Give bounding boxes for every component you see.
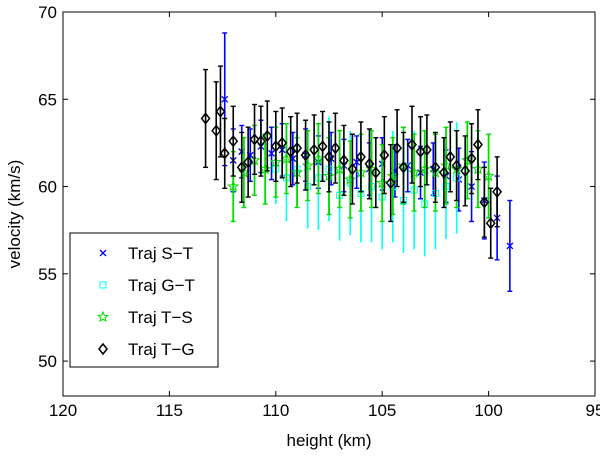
data-point: [460, 164, 471, 178]
axes-layer: 120 115 110 105 100 95 50 55 60 65 70: [38, 3, 600, 420]
data-point: [472, 138, 483, 151]
legend-label: Traj G−T: [128, 276, 195, 295]
data-point: [268, 149, 276, 157]
data-point: [344, 173, 357, 185]
data-point: [445, 150, 456, 164]
data-point: [492, 185, 503, 198]
legend-label: Traj S−T: [128, 244, 193, 263]
data-point: [249, 133, 260, 146]
data-point: [392, 141, 403, 155]
data-point: [227, 180, 240, 192]
data-point: [292, 141, 303, 155]
data-point: [211, 124, 222, 137]
data-point: [385, 176, 396, 190]
data-point: [309, 143, 320, 157]
data-point: [338, 154, 349, 167]
legend-box: [69, 232, 219, 368]
data-point: [301, 159, 314, 171]
x-tick-label: 110: [262, 401, 289, 420]
data-point: [364, 157, 375, 171]
data-point: [421, 143, 432, 157]
data-point: [376, 176, 389, 189]
x-tick-label: 115: [156, 401, 183, 420]
data-point: [219, 147, 230, 160]
y-tick-label: 70: [38, 3, 57, 22]
series-diamond: [200, 65, 503, 259]
legend-marker: [99, 249, 107, 257]
data-point: [200, 112, 211, 125]
data-point: [379, 148, 390, 162]
series-layer: [200, 32, 514, 292]
x-tick-label: 95: [586, 401, 600, 420]
data-point: [221, 95, 229, 103]
data-point: [408, 166, 421, 178]
data-point: [277, 136, 288, 150]
data-point: [236, 161, 247, 174]
x-tick-label: 120: [49, 401, 77, 420]
data-point: [324, 150, 334, 164]
x-tick-label: 105: [368, 401, 396, 420]
data-point: [506, 242, 514, 250]
data-point: [270, 140, 281, 153]
legend-marker: [98, 342, 108, 356]
data-point: [262, 129, 273, 143]
y-axis-label: velocity (km/s): [5, 160, 24, 269]
data-point: [347, 162, 358, 176]
x-axis-label: height (km): [286, 431, 371, 450]
x-tick-label: 100: [474, 401, 502, 420]
y-tick-label: 65: [38, 90, 57, 109]
legend: Traj S−T Traj G−T Traj T−S Traj T−G: [69, 232, 219, 368]
data-point: [330, 141, 341, 155]
y-tick-label: 50: [38, 352, 57, 371]
y-tick-label: 55: [38, 265, 57, 284]
data-point: [451, 159, 462, 172]
data-point: [243, 155, 254, 169]
plot-frame: [62, 11, 596, 397]
data-point: [407, 138, 417, 151]
data-point: [255, 134, 266, 148]
data-point: [285, 145, 296, 158]
data-point: [370, 166, 381, 179]
data-point: [430, 161, 441, 174]
data-point: [479, 196, 490, 209]
data-point: [438, 166, 449, 179]
legend-marker: [96, 310, 110, 323]
data-point: [300, 148, 311, 162]
data-point: [215, 105, 226, 118]
legend-label: Traj T−S: [128, 308, 193, 327]
data-point: [398, 161, 409, 174]
data-point: [466, 152, 477, 165]
y-tick-label: 60: [38, 178, 57, 197]
series-square: [272, 116, 461, 257]
data-point: [228, 134, 239, 148]
data-point: [355, 150, 366, 164]
data-point: [485, 216, 496, 230]
legend-marker: [99, 281, 107, 289]
data-point: [317, 140, 328, 153]
legend-label: Traj T−G: [128, 340, 195, 359]
